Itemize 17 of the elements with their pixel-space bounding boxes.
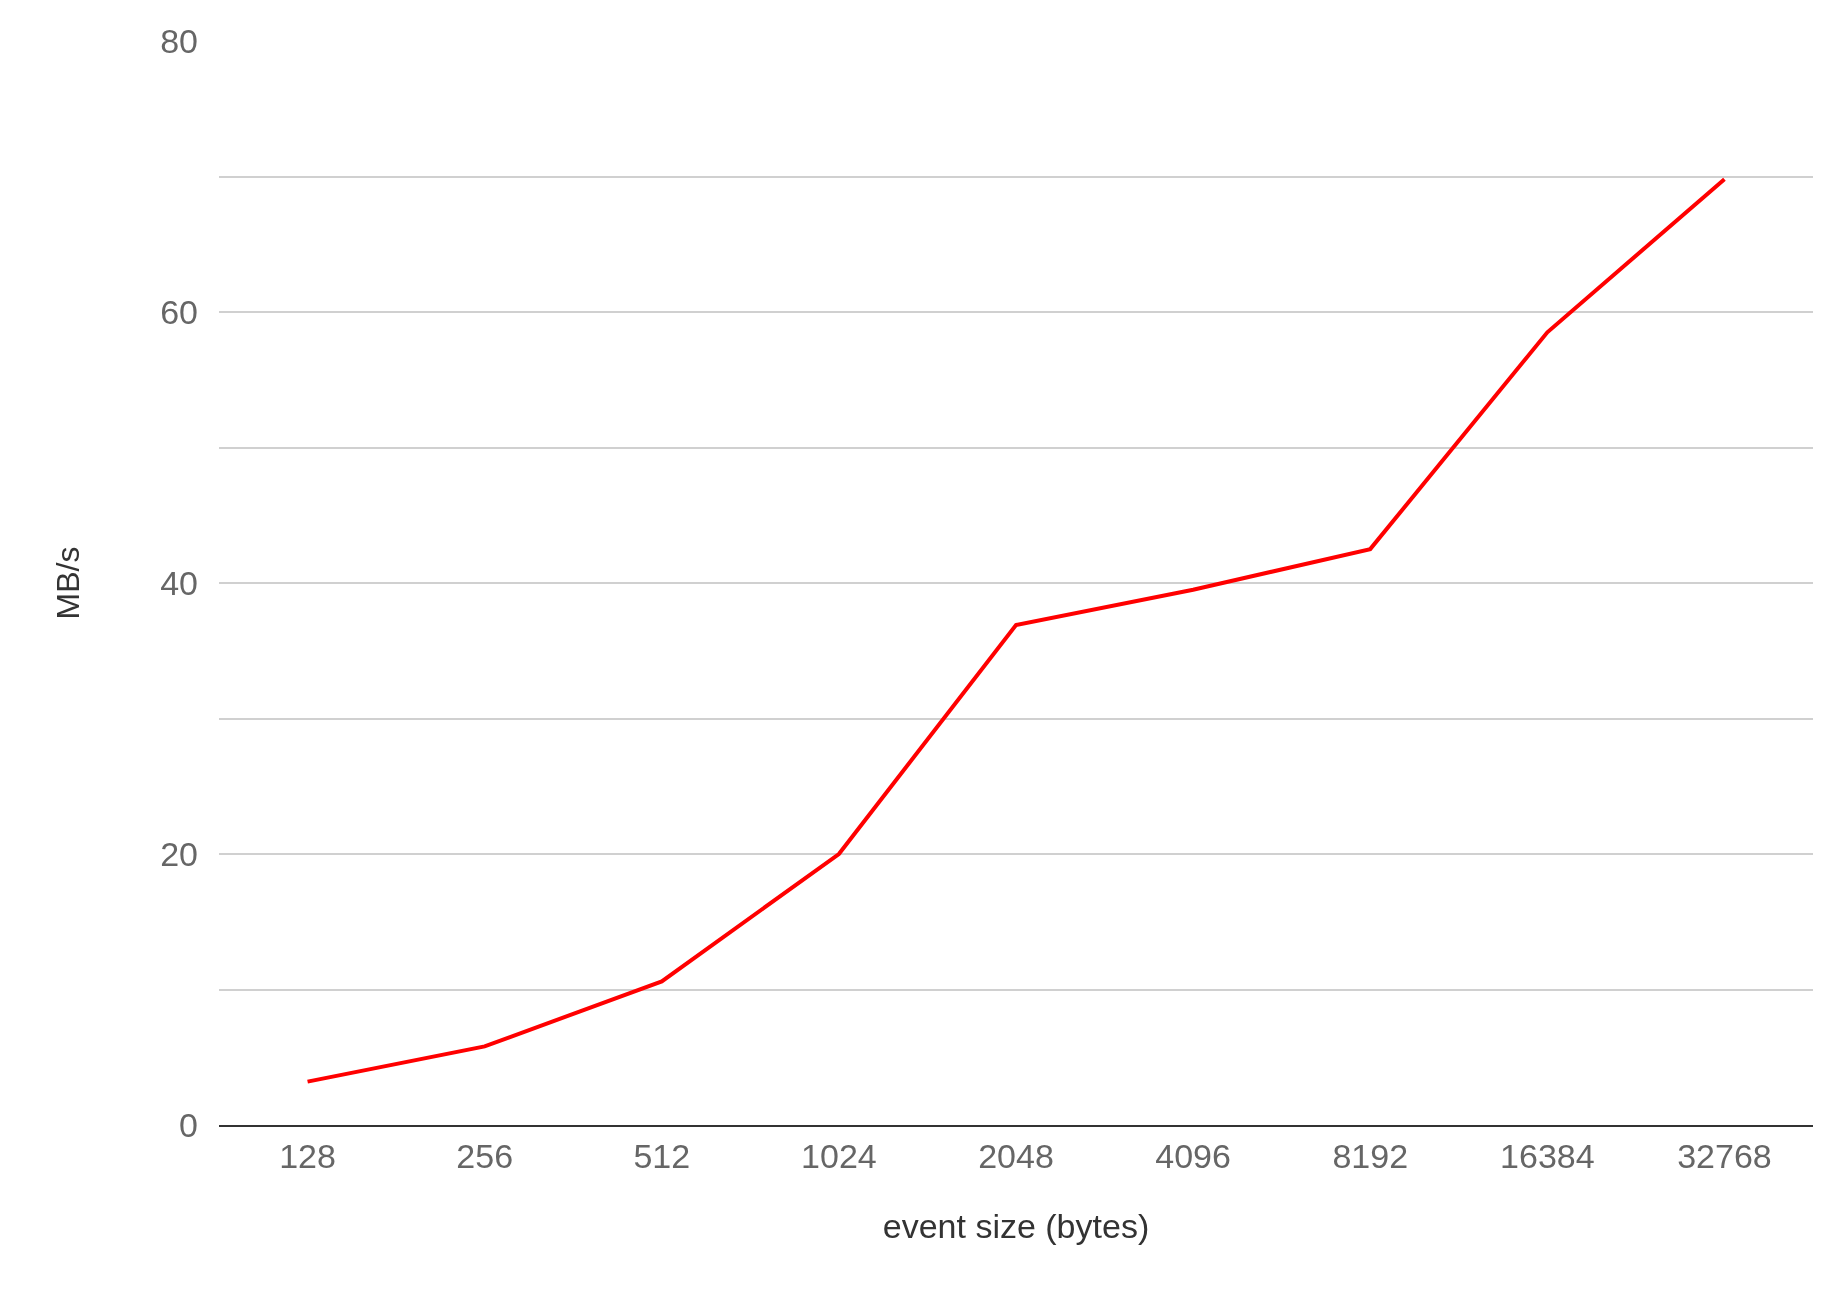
y-tick-label: 20 xyxy=(160,834,198,873)
x-tick-label: 4096 xyxy=(1155,1136,1231,1175)
y-tick-label: 0 xyxy=(179,1105,198,1144)
y-tick-label: 80 xyxy=(160,21,198,60)
x-tick-label: 8192 xyxy=(1332,1136,1409,1175)
x-tick-label: 2048 xyxy=(978,1136,1054,1175)
x-tick-label: 512 xyxy=(633,1136,691,1175)
line-series xyxy=(305,177,1727,1084)
y-axis-title: MB/s xyxy=(50,546,87,620)
y-tick-label: 40 xyxy=(160,563,198,602)
x-tick-label: 16384 xyxy=(1500,1136,1595,1175)
x-axis-title: event size (bytes) xyxy=(882,1206,1150,1245)
y-tick-label: 60 xyxy=(160,292,198,331)
x-tick-label: 256 xyxy=(456,1136,514,1175)
x-tick-label: 128 xyxy=(279,1136,336,1175)
x-tick-label: 1024 xyxy=(801,1136,877,1175)
x-tick-label: 32768 xyxy=(1677,1136,1772,1175)
